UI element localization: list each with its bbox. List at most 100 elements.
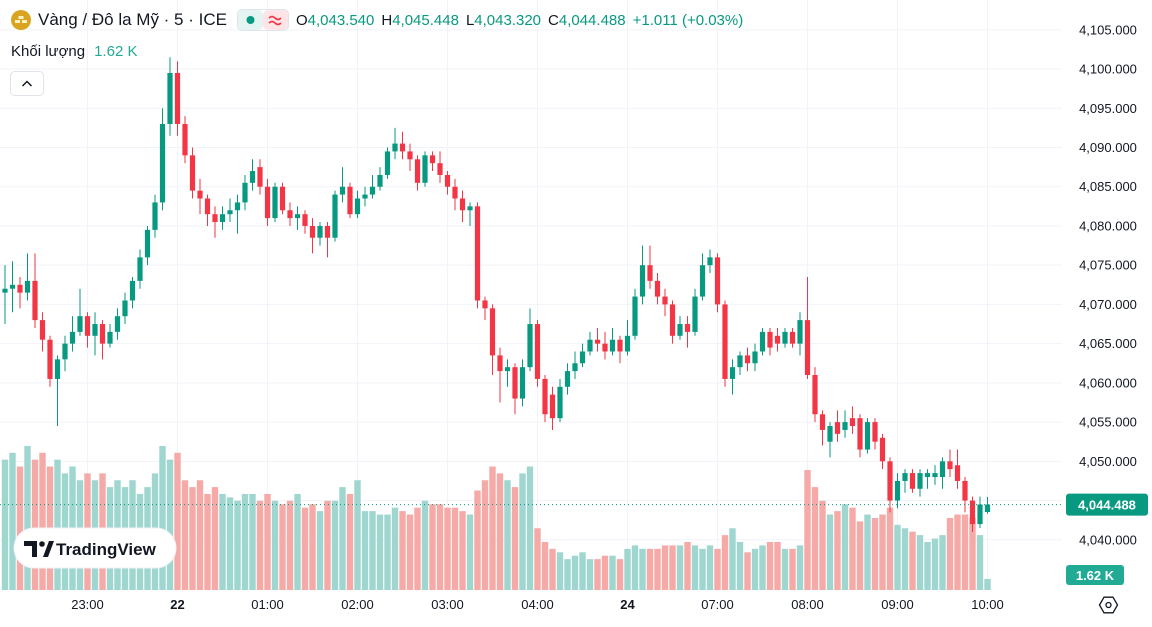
candle-body [384, 151, 391, 175]
candle-body [767, 331, 773, 348]
volume-bar [504, 480, 511, 590]
candle-body [504, 367, 511, 372]
volume-bar [271, 500, 279, 590]
last-price-text: 4,044.488 [1078, 498, 1136, 513]
volume-bar [976, 535, 984, 590]
volume-bar [376, 514, 384, 590]
volume-bar [714, 548, 721, 590]
x-tick-label: 03:00 [431, 597, 464, 612]
candle-body [722, 304, 728, 379]
volume-bar [676, 545, 684, 590]
volume-bar [444, 507, 451, 590]
candle-body [812, 375, 818, 415]
volume-bar [901, 528, 909, 590]
last-volume-text: 1.62 K [1076, 568, 1115, 583]
volume-bar [294, 493, 301, 590]
legend-value: 4,043.540 [307, 11, 375, 29]
candle-body [789, 331, 796, 344]
y-tick-label: 4,105.000 [1079, 22, 1137, 37]
volume-bar [264, 493, 271, 590]
candle-body [699, 265, 706, 297]
candle-body [9, 284, 16, 289]
watermark-logo [24, 541, 54, 557]
volume-bar [159, 445, 166, 590]
volume-bar [766, 541, 774, 590]
volume-bar [684, 541, 691, 590]
legend-item: O4,043.540 [296, 12, 374, 29]
volume-bar [556, 552, 564, 590]
candle-body [422, 155, 428, 183]
legend-bar: Vàng / Đô la Mỹ · 5 · ICE O4,043.540 H4,0… [10, 9, 743, 31]
volume-bar [796, 545, 804, 590]
volume-bar [511, 487, 519, 590]
candle-body [459, 198, 466, 211]
y-tick-label: 4,055.000 [1079, 415, 1137, 430]
volume-bar [669, 545, 676, 590]
x-tick-label: 01:00 [251, 597, 284, 612]
candle-body [437, 163, 443, 175]
candle-body [219, 214, 226, 223]
volume-bar [624, 548, 631, 590]
volume-bar [459, 511, 466, 590]
candle-body [137, 257, 143, 281]
settings-icon[interactable] [1098, 596, 1119, 614]
volume-bar [24, 445, 31, 590]
volume-value: 1.62 K [94, 43, 138, 60]
volume-bar [549, 548, 556, 590]
y-tick-label: 4,080.000 [1079, 218, 1137, 233]
volume-bar [661, 545, 669, 590]
y-tick-label: 4,065.000 [1079, 336, 1137, 351]
candle-body [939, 461, 946, 478]
candle-body [932, 473, 938, 478]
watermark-logo-dot [39, 541, 45, 547]
candle-body [609, 339, 616, 352]
volume-bar [804, 469, 811, 590]
candle-body [324, 225, 331, 238]
volume-bar [759, 545, 766, 590]
volume-bar [706, 545, 714, 590]
volume-bar [931, 538, 939, 590]
x-tick-label: 10:00 [971, 597, 1004, 612]
x-tick-label: 09:00 [881, 597, 914, 612]
volume-bar [961, 514, 969, 590]
candle-body [677, 324, 683, 336]
candle-body [647, 265, 653, 281]
legend-key: C [548, 11, 559, 29]
volume-bar [916, 535, 924, 590]
volume-bar [429, 504, 436, 590]
candle-body [197, 190, 203, 199]
candle-body [309, 225, 316, 238]
status-badges[interactable] [236, 9, 289, 31]
candle-body [602, 343, 608, 352]
candle-body [347, 186, 353, 215]
volume-bar [324, 500, 331, 590]
legend-key: L [465, 11, 475, 29]
candle-body [189, 155, 196, 191]
candle-body [452, 186, 458, 199]
volume-bar [361, 511, 369, 590]
candle-body [482, 300, 488, 309]
candle-body [92, 324, 98, 336]
candle-body [527, 324, 533, 368]
volume-bar [391, 507, 399, 590]
volume-bar [241, 493, 249, 590]
candle-body [54, 359, 61, 379]
candle-body [849, 418, 856, 427]
candle-body [782, 331, 788, 344]
x-tick-label: 07:00 [701, 597, 734, 612]
candle-body [204, 198, 211, 215]
collapse-button[interactable] [10, 71, 44, 96]
candle-body [77, 316, 83, 332]
candle-body [159, 123, 166, 203]
candle-body [392, 143, 398, 152]
candle-body [819, 414, 826, 430]
volume-bar [571, 555, 579, 590]
candle-body [587, 339, 593, 352]
candle-body [579, 351, 586, 364]
candle-body [917, 473, 923, 489]
y-tick-label: 4,095.000 [1079, 101, 1137, 116]
candle-body [804, 320, 811, 376]
candle-body [399, 143, 406, 152]
candle-body [107, 331, 113, 344]
volume-bar [601, 555, 609, 590]
